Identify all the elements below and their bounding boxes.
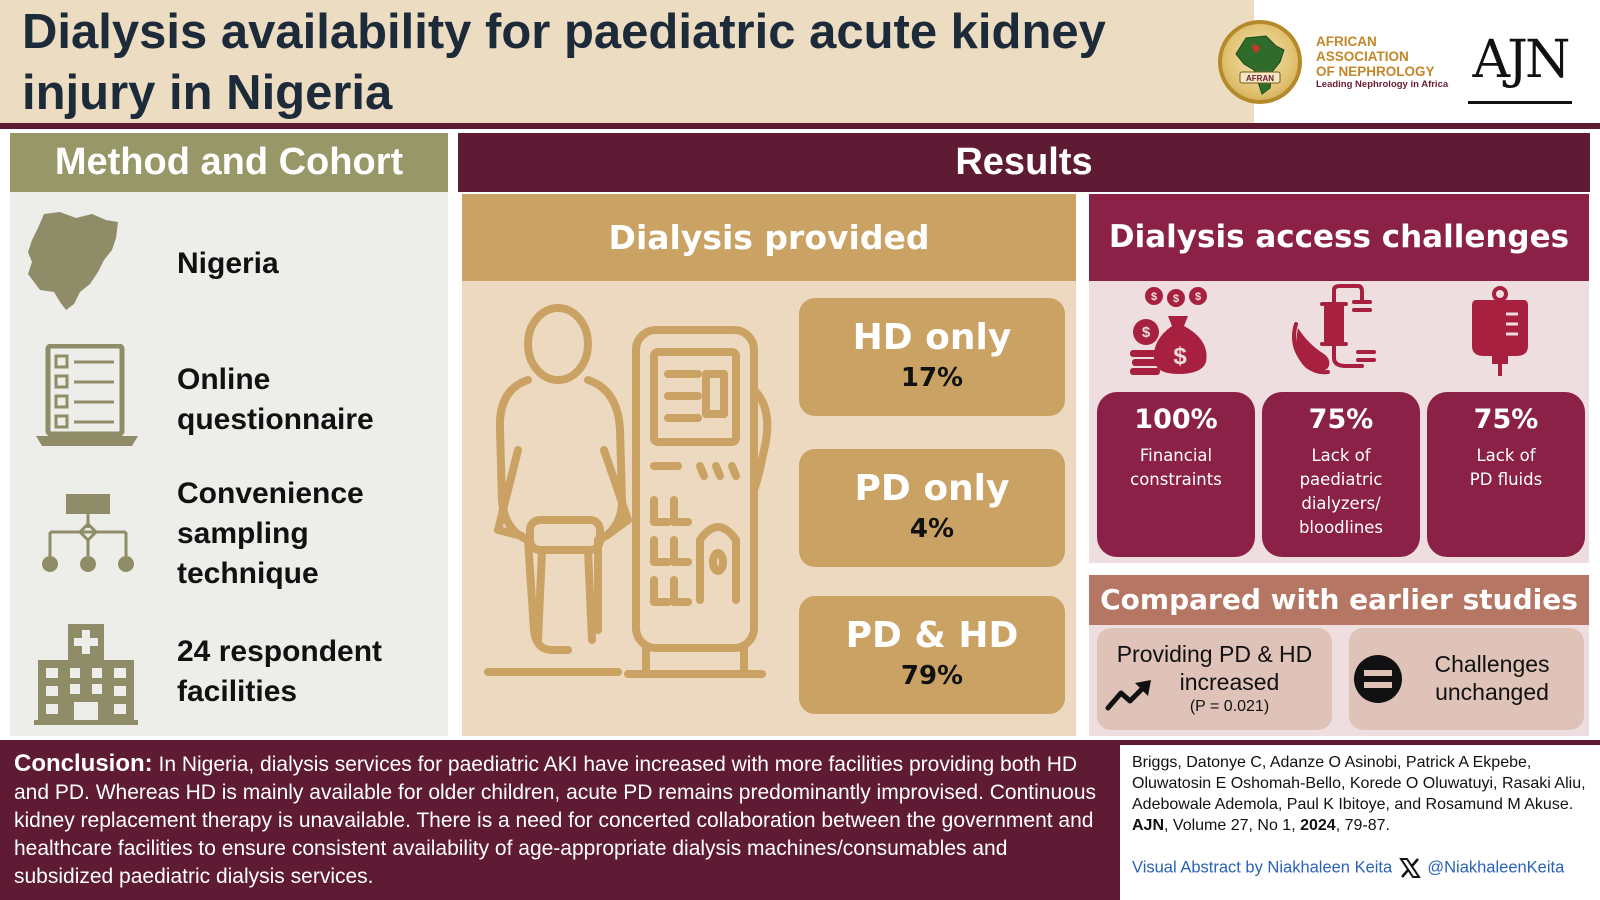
afn-tagline: Leading Nephrology in Africa bbox=[1316, 79, 1449, 90]
comparison-increase-line-2: increased bbox=[1179, 669, 1280, 695]
afn-badge-text: AFRAN bbox=[1246, 74, 1274, 83]
svg-text:$: $ bbox=[1142, 324, 1151, 341]
challenges-heading: Dialysis access challenges bbox=[1089, 194, 1589, 281]
challenge-pd-fluids-card: 75% Lack of PD fluids bbox=[1427, 392, 1585, 557]
equals-icon bbox=[1354, 655, 1402, 703]
ajn-logo-text: AJN bbox=[1472, 30, 1571, 90]
hd-only-percent: 17% bbox=[900, 363, 964, 393]
citation-authors: Briggs, Datonye C, Adanze O Asinobi, Pat… bbox=[1132, 754, 1586, 813]
challenge-dialyzers-label: Lack of paediatric dialyzers/ bloodlines bbox=[1298, 446, 1384, 537]
pd-hd-percent: 79% bbox=[900, 661, 964, 691]
dialysis-provided-heading: Dialysis provided bbox=[462, 194, 1076, 281]
ajn-logo: AJN bbox=[1468, 26, 1572, 104]
footer-divider bbox=[0, 740, 1600, 745]
afn-logo-icon: AFRAN bbox=[1218, 20, 1302, 104]
challenge-dialyzers-percent: 75% bbox=[1308, 404, 1374, 435]
comparison-increase-card: Providing PD & HD increased (P = 0.021) bbox=[1097, 628, 1332, 730]
svg-text:$: $ bbox=[1173, 293, 1179, 305]
hierarchy-icon bbox=[42, 494, 134, 572]
challenge-pd-fluids-percent: 75% bbox=[1473, 404, 1539, 435]
comparison-p-value: (P = 0.021) bbox=[1189, 698, 1270, 715]
hd-only-card: HD only 17% bbox=[799, 298, 1065, 416]
citation-year: 2024 bbox=[1300, 817, 1336, 834]
nigeria-map-icon bbox=[28, 212, 118, 310]
header-divider bbox=[0, 123, 1600, 129]
challenge-dialyzers-card: 75% Lack of paediatric dialyzers/ bloodl… bbox=[1262, 392, 1420, 557]
comparison-unchanged-card: Challenges unchanged bbox=[1349, 628, 1584, 730]
conclusion-label: Conclusion: bbox=[14, 750, 153, 777]
challenge-financial-label: Financial constraints bbox=[1130, 446, 1222, 489]
pd-only-card: PD only 4% bbox=[799, 449, 1065, 567]
method-item-questionnaire: Online questionnaire bbox=[177, 363, 374, 436]
afn-name: AFRICAN ASSOCIATION OF NEPHROLOGY bbox=[1316, 34, 1476, 79]
questionnaire-laptop-icon bbox=[36, 344, 138, 446]
credit-handle[interactable]: @NiakhaleenKeita bbox=[1427, 858, 1565, 877]
afn-name-line-2: ASSOCIATION bbox=[1316, 49, 1409, 64]
title-line-1: Dialysis availability for paediatric acu… bbox=[22, 5, 1106, 59]
title-line-2: injury in Nigeria bbox=[22, 66, 393, 120]
ajn-logo-underline bbox=[1468, 101, 1572, 104]
method-item-sampling: Convenience sampling technique bbox=[177, 477, 364, 590]
trend-up-icon bbox=[1105, 680, 1151, 711]
comparison-increase-line-1: Providing PD & HD bbox=[1116, 641, 1313, 667]
dialyzer-hand-icon bbox=[1292, 284, 1376, 375]
citation-volume: , Volume 27, No 1, bbox=[1164, 817, 1301, 834]
pd-hd-label: PD & HD bbox=[845, 615, 1019, 656]
challenge-pd-fluids-label: Lack of PD fluids bbox=[1469, 446, 1543, 489]
comparison-unchanged-label: Challenges unchanged bbox=[1434, 651, 1550, 705]
method-heading: Method and Cohort bbox=[10, 133, 448, 192]
visual-abstract-credit: Visual Abstract by Niakhaleen Keita @Nia… bbox=[1132, 857, 1564, 879]
fluid-bag-icon bbox=[1472, 286, 1528, 376]
conclusion: Conclusion: In Nigeria, dialysis service… bbox=[0, 745, 1120, 900]
citation: Briggs, Datonye C, Adanze O Asinobi, Pat… bbox=[1120, 745, 1600, 900]
challenge-financial-percent: 100% bbox=[1134, 404, 1218, 435]
challenge-financial-card: 100% Financial constraints bbox=[1097, 392, 1255, 557]
svg-text:$: $ bbox=[1151, 291, 1157, 303]
svg-text:$: $ bbox=[1173, 343, 1187, 370]
pd-only-percent: 4% bbox=[909, 514, 955, 544]
hd-only-label: HD only bbox=[852, 317, 1012, 358]
comparison-heading: Compared with earlier studies bbox=[1089, 575, 1589, 625]
credit-text: Visual Abstract by Niakhaleen Keita bbox=[1132, 858, 1393, 877]
pd-hd-card: PD & HD 79% bbox=[799, 596, 1065, 714]
pd-only-label: PD only bbox=[854, 468, 1010, 509]
page-title: Dialysis availability for paediatric acu… bbox=[22, 2, 1212, 124]
dialysis-machine-patient-icon bbox=[484, 304, 772, 678]
citation-journal: AJN bbox=[1132, 817, 1165, 834]
afn-name-line-1: AFRICAN bbox=[1316, 34, 1377, 49]
x-logo-icon bbox=[1398, 858, 1421, 878]
money-bag-icon: $ $ $ $ $ bbox=[1130, 287, 1207, 375]
method-item-facilities: 24 respondent facilities bbox=[177, 635, 383, 708]
afn-name-line-3: OF NEPHROLOGY bbox=[1316, 64, 1435, 79]
hospital-icon bbox=[34, 624, 138, 725]
conclusion-text: In Nigeria, dialysis services for paedia… bbox=[14, 753, 1096, 888]
results-heading: Results bbox=[458, 133, 1590, 192]
svg-text:$: $ bbox=[1195, 291, 1201, 303]
method-item-nigeria: Nigeria bbox=[177, 247, 279, 280]
citation-pages: , 79-87. bbox=[1335, 817, 1390, 834]
